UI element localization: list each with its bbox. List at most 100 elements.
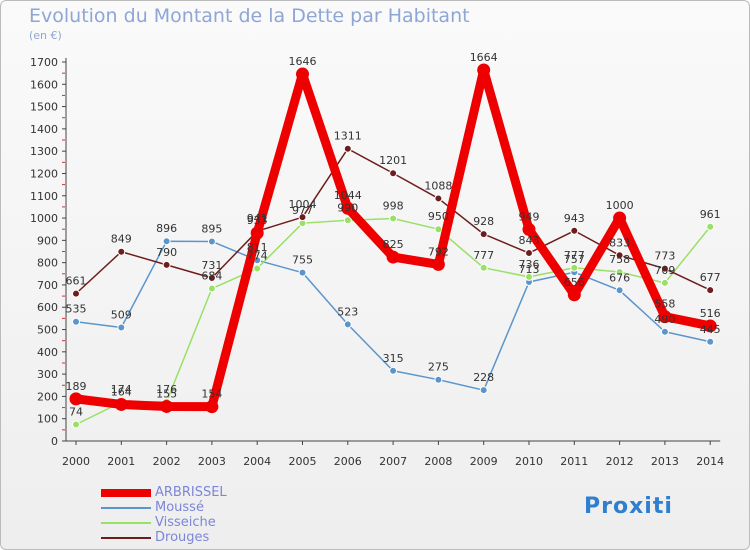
y-tick-label: 0	[51, 435, 58, 448]
data-point	[660, 264, 669, 273]
data-point	[434, 375, 443, 384]
data-label: 713	[519, 263, 540, 276]
data-point	[479, 263, 488, 272]
data-point	[207, 284, 216, 293]
data-point	[389, 169, 398, 178]
data-label: 1000	[606, 199, 634, 212]
data-label: 445	[700, 323, 721, 336]
x-tick-label: 2004	[243, 455, 271, 468]
data-point	[706, 222, 715, 231]
unit-label: (en €)	[29, 29, 62, 42]
data-label: 843	[519, 234, 540, 247]
data-point	[479, 386, 488, 395]
data-label: 755	[292, 254, 313, 267]
data-label: 509	[111, 309, 132, 322]
data-point	[298, 213, 307, 222]
x-tick-label: 2001	[107, 455, 135, 468]
data-point	[434, 225, 443, 234]
legend-swatch	[101, 537, 151, 539]
y-tick-label: 500	[37, 324, 58, 337]
data-point	[343, 320, 352, 329]
data-point	[431, 257, 445, 271]
data-point	[250, 226, 264, 240]
y-tick-label: 1700	[30, 56, 58, 69]
y-tick-label: 200	[37, 390, 58, 403]
data-point	[706, 286, 715, 295]
data-label: 773	[654, 250, 675, 263]
data-label: 895	[201, 222, 222, 235]
data-label: 709	[654, 264, 675, 277]
data-label: 661	[66, 275, 87, 288]
x-tick-label: 2011	[560, 455, 588, 468]
data-label: 943	[564, 212, 585, 225]
y-tick-label: 400	[37, 346, 58, 359]
data-label: 1004	[289, 198, 317, 211]
data-label: 790	[156, 246, 177, 259]
x-tick-label: 2000	[62, 455, 90, 468]
data-label: 928	[473, 215, 494, 228]
data-label: 275	[428, 361, 449, 374]
data-point	[341, 201, 355, 215]
data-label: 523	[337, 305, 358, 318]
data-label: 176	[156, 383, 177, 396]
data-label: 825	[383, 238, 404, 251]
x-tick-label: 2002	[153, 455, 181, 468]
data-point	[386, 250, 400, 264]
data-point	[205, 400, 219, 414]
data-point	[706, 337, 715, 346]
y-tick-label: 1000	[30, 212, 58, 225]
data-point	[434, 194, 443, 203]
data-label: 1311	[334, 130, 362, 143]
data-point	[567, 288, 581, 302]
data-point	[615, 251, 624, 260]
data-point	[207, 274, 216, 283]
data-label: 1664	[470, 51, 498, 64]
data-point	[525, 249, 533, 258]
data-point	[162, 237, 171, 246]
data-label: 1044	[334, 189, 362, 202]
data-point	[160, 399, 174, 413]
data-point	[570, 226, 579, 235]
x-tick-label: 2014	[696, 455, 724, 468]
x-tick-label: 2006	[334, 455, 362, 468]
x-tick-label: 2007	[379, 455, 407, 468]
data-point	[72, 317, 80, 326]
x-tick-label: 2008	[424, 455, 452, 468]
data-point	[658, 310, 672, 324]
data-label: 1646	[289, 55, 317, 68]
y-tick-label: 1600	[30, 78, 58, 91]
data-label: 174	[111, 383, 132, 396]
chart-title: Evolution du Montant de la Dette par Hab…	[29, 5, 470, 27]
proxiti-logo: Proxiti	[584, 494, 673, 519]
x-tick-label: 2005	[289, 455, 317, 468]
data-label: 164	[111, 385, 132, 398]
data-point	[703, 319, 717, 333]
data-label: 777	[564, 249, 585, 262]
data-label: 833	[609, 236, 630, 249]
y-tick-label: 600	[37, 301, 58, 314]
data-point	[117, 323, 126, 332]
data-label: 656	[564, 276, 585, 289]
data-point	[72, 420, 80, 429]
data-point	[162, 260, 171, 269]
x-tick-label: 2003	[198, 455, 226, 468]
y-tick-label: 700	[37, 279, 58, 292]
legend-swatch	[101, 507, 151, 509]
y-tick-label: 1200	[30, 167, 58, 180]
data-label: 1088	[424, 179, 452, 192]
legend-swatch	[101, 522, 151, 524]
data-label: 811	[247, 241, 268, 254]
data-label: 1201	[379, 154, 407, 167]
legend-label: ARBRISSEL	[155, 485, 227, 500]
legend-label: Drouges	[155, 530, 210, 545]
data-point	[207, 237, 216, 246]
data-point	[389, 366, 398, 375]
data-label: 896	[156, 222, 177, 235]
data-label: 792	[428, 245, 449, 258]
data-label: 990	[337, 201, 358, 214]
data-label: 228	[473, 371, 494, 384]
data-point	[343, 144, 352, 153]
data-label: 189	[66, 380, 87, 393]
line-chart: 0 100 200 300 400 500 600 700 800 900 1000 1100 1200…	[30, 51, 724, 468]
